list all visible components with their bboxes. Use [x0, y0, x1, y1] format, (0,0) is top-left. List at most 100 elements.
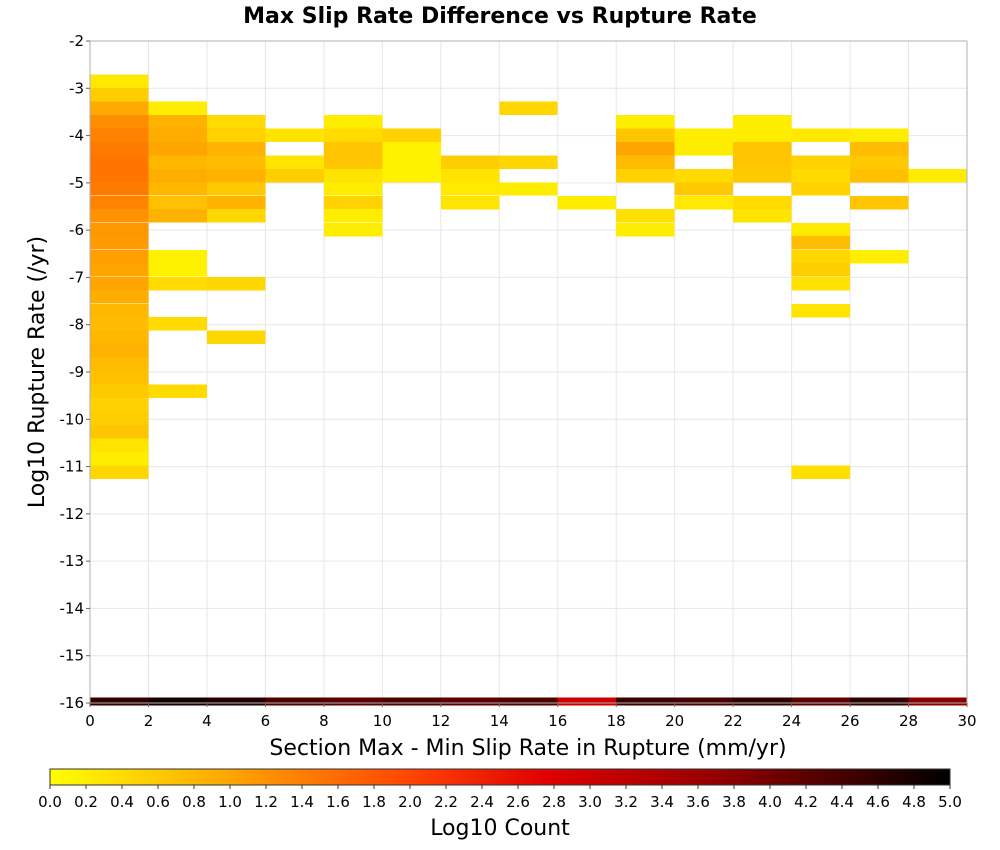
heatmap-cell: [148, 209, 207, 223]
heatmap-cell: [206, 330, 266, 345]
colorbar-tick-label: 2.8: [542, 793, 566, 811]
heatmap-cell: [148, 182, 207, 196]
heatmap-cell: [90, 182, 149, 196]
colorbar-tick-label: 0.8: [182, 793, 206, 811]
colorbar-tick-label: 4.2: [794, 793, 818, 811]
strip-cell: [499, 697, 558, 706]
strip-cell: [265, 697, 324, 706]
heatmap-cell: [206, 276, 266, 291]
heatmap-cell: [90, 343, 149, 358]
heatmap-cell: [499, 101, 558, 115]
heatmap-cell: [206, 209, 266, 223]
heatmap-cell: [90, 142, 149, 156]
heatmap-cell: [148, 317, 207, 331]
heatmap-cell: [90, 330, 149, 345]
heatmap-cell: [206, 155, 266, 169]
heatmap-cell: [90, 438, 149, 453]
colorbar-tick-label: 3.4: [650, 793, 674, 811]
heatmap-cell: [499, 182, 558, 196]
heatmap-cell: [90, 357, 149, 372]
colorbar-label: Log10 Count: [430, 816, 570, 841]
heatmap-cell: [791, 182, 851, 196]
heatmap-cell: [616, 128, 675, 142]
heatmap-cell: [440, 195, 500, 210]
x-tick-label: 6: [261, 712, 271, 730]
heatmap-cell: [148, 142, 207, 156]
heatmap-cell: [90, 74, 149, 88]
x-tick-label: 28: [899, 712, 918, 730]
colorbar-tick-label: 1.2: [254, 793, 278, 811]
strip-cell: [382, 697, 441, 706]
strip-cell: [148, 697, 207, 706]
colorbar-tick-label: 2.2: [434, 793, 458, 811]
heatmap-cell: [265, 128, 324, 142]
heatmap-cell: [382, 169, 441, 183]
y-tick-label: -5: [69, 174, 84, 192]
x-tick-label: 18: [607, 712, 626, 730]
colorbar-tick-label: 3.6: [686, 793, 710, 811]
x-tick-label: 26: [841, 712, 860, 730]
y-axis-label: Log10 Rupture Rate (/yr): [25, 236, 50, 508]
heatmap-cell: [206, 115, 266, 129]
colorbar-tick-label: 3.0: [578, 793, 602, 811]
heatmap-cell: [323, 142, 383, 156]
heatmap-cell: [90, 115, 149, 129]
heatmap-cell: [674, 182, 734, 196]
heatmap-cell: [557, 195, 617, 210]
heatmap-cell: [206, 128, 266, 142]
colorbar-tick-label: 3.2: [614, 793, 638, 811]
colorbar-tick-label: 0.0: [38, 793, 62, 811]
heatmap-cell: [206, 142, 266, 156]
heatmap-cell: [733, 209, 792, 223]
colorbar-tick-label: 1.8: [362, 793, 386, 811]
y-tick-label: -7: [69, 268, 84, 286]
heatmap-cell: [791, 155, 851, 169]
heatmap-cell: [206, 195, 266, 210]
colorbar-tick-label: 1.0: [218, 793, 242, 811]
strip-cell: [90, 697, 149, 706]
heatmap-cell: [733, 115, 792, 129]
heatmap-cell: [90, 236, 149, 250]
heatmap-cell: [90, 290, 149, 304]
heatmap-cell: [148, 384, 207, 399]
heatmap-cell: [791, 128, 851, 142]
y-tick-label: -8: [69, 316, 84, 334]
heatmap-cell: [148, 169, 207, 183]
strip-cell: [908, 697, 967, 706]
heatmap-cell: [440, 155, 500, 169]
heatmap-cell: [616, 155, 675, 169]
colorbar-tick-label: 0.4: [110, 793, 134, 811]
colorbar-tick-label: 0.6: [146, 793, 170, 811]
heatmap-cell: [791, 169, 851, 183]
strip-cell: [557, 697, 617, 706]
x-tick-label: 22: [724, 712, 743, 730]
heatmap-cell: [148, 128, 207, 142]
y-tick-label: -12: [60, 505, 85, 523]
heatmap-cell: [90, 195, 149, 210]
heatmap-cell: [850, 128, 909, 142]
heatmap-cell: [440, 169, 500, 183]
heatmap-cell: [90, 249, 149, 264]
colorbar-tick-label: 4.4: [830, 793, 854, 811]
y-tick-label: -10: [60, 410, 85, 428]
heatmap-cell: [791, 263, 851, 277]
y-tick-label: -3: [69, 79, 84, 97]
colorbar-tick-label: 5.0: [938, 793, 962, 811]
strip-cell: [206, 697, 266, 706]
heatmap-cell: [206, 169, 266, 183]
strip-cell: [674, 697, 734, 706]
heatmap-cell: [206, 182, 266, 196]
heatmap-cell: [90, 424, 149, 439]
x-tick-label: 16: [548, 712, 567, 730]
heatmap-cell: [791, 465, 851, 479]
heatmap-cell: [148, 155, 207, 169]
heatmap-cell: [90, 128, 149, 142]
heatmap-cell: [323, 182, 383, 196]
heatmap-cell: [791, 303, 851, 318]
heatmap-cell: [148, 195, 207, 210]
x-axis-label: Section Max - Min Slip Rate in Rupture (…: [269, 736, 786, 761]
heatmap-cell: [733, 155, 792, 169]
heatmap-cell: [674, 169, 734, 183]
x-tick-label: 12: [431, 712, 450, 730]
heatmap-cell: [733, 169, 792, 183]
